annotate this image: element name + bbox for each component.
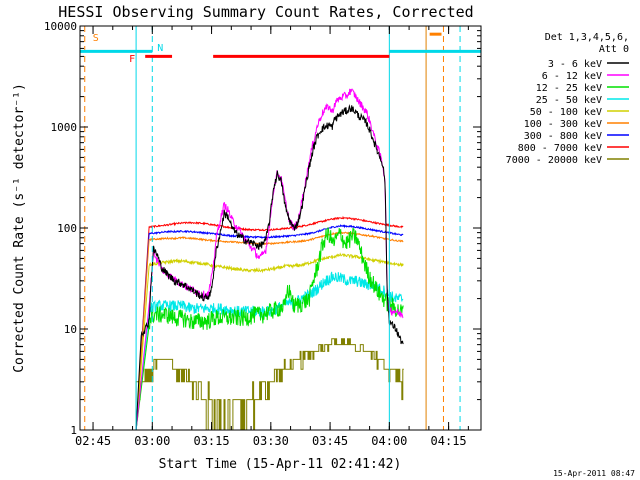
night-label: N xyxy=(157,43,163,54)
series-line xyxy=(135,252,404,430)
saa-label: S xyxy=(93,33,99,44)
series-line xyxy=(135,215,404,430)
legend-entry-label: 6 - 12 keV xyxy=(542,71,602,82)
series-line xyxy=(135,103,404,430)
flare-label: F xyxy=(129,54,135,65)
footer-timestamp: 15-Apr-2011 08:47 xyxy=(553,469,635,478)
x-tick-label: 03:15 xyxy=(193,434,229,448)
chart-title: HESSI Observing Summary Count Rates, Cor… xyxy=(58,3,473,21)
y-tick-label: 100 xyxy=(57,222,77,235)
legend-entry-label: 25 - 50 keV xyxy=(536,95,602,106)
y-axis-label: Corrected Count Rate (s⁻¹ detector⁻¹) xyxy=(12,83,27,373)
legend-entry-label: 12 - 25 keV xyxy=(536,83,602,94)
legend-entry-label: 3 - 6 keV xyxy=(548,59,602,70)
y-tick-label: 10 xyxy=(64,323,77,336)
x-tick-label: 02:45 xyxy=(75,434,111,448)
x-tick-label: 04:15 xyxy=(431,434,467,448)
legend-entry-label: 300 - 800 keV xyxy=(524,131,602,142)
x-axis-label: Start Time (15-Apr-11 02:41:42) xyxy=(159,457,402,472)
series-line xyxy=(135,338,404,430)
legend-entry-label: 50 - 100 keV xyxy=(530,107,602,118)
series-line xyxy=(135,231,404,430)
legend-entry-label: 100 - 300 keV xyxy=(524,119,602,130)
x-tick-label: 04:00 xyxy=(371,434,407,448)
legend-entry-label: 800 - 7000 keV xyxy=(518,143,602,154)
legend-title: Det 1,3,4,5,6, xyxy=(545,32,629,43)
legend-entry-label: 7000 - 20000 keV xyxy=(506,155,602,166)
y-tick-label: 10000 xyxy=(44,20,77,33)
series-line xyxy=(135,224,404,430)
x-tick-label: 03:45 xyxy=(312,434,348,448)
y-tick-label: 1 xyxy=(70,424,77,437)
legend-title: Att 0 xyxy=(599,44,629,55)
series-line xyxy=(135,227,404,430)
x-tick-label: 03:00 xyxy=(134,434,170,448)
y-tick-label: 1000 xyxy=(51,121,78,134)
x-tick-label: 03:30 xyxy=(253,434,289,448)
series-line xyxy=(135,271,404,430)
